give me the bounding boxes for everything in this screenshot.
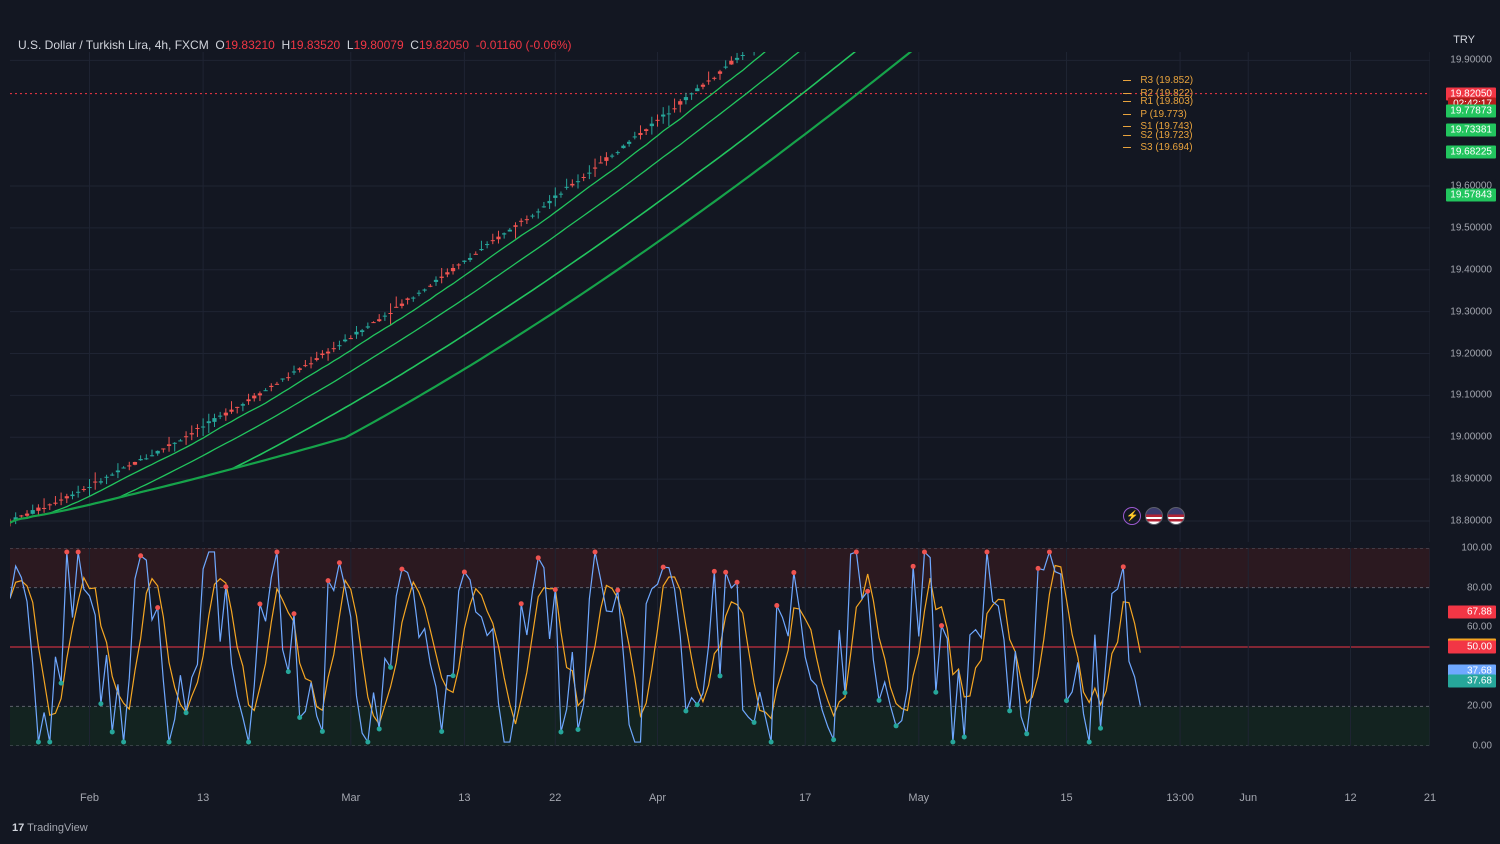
price-tick: 19.00000 <box>1450 432 1492 443</box>
price-tick: 19.30000 <box>1450 306 1492 317</box>
osc-tick: 100.00 <box>1461 543 1492 554</box>
time-tick: 13 <box>458 792 470 804</box>
flag-icon-tr[interactable] <box>1167 507 1185 525</box>
h-label: H <box>281 38 290 52</box>
price-tick: 18.90000 <box>1450 474 1492 485</box>
logo-text: TradingView <box>24 822 87 834</box>
flag-icon-us[interactable] <box>1145 507 1163 525</box>
h-value: 19.83520 <box>290 38 340 52</box>
o-label: O <box>215 38 224 52</box>
osc-tick: 20.00 <box>1467 701 1492 712</box>
time-tick: 17 <box>799 792 811 804</box>
osc-tag: 37.68 <box>1448 674 1496 687</box>
time-tick: May <box>908 792 929 804</box>
o-value: 19.83210 <box>225 38 275 52</box>
tradingview-logo[interactable]: 17 TradingView <box>12 822 88 834</box>
pivot-label: R3 (19.852) <box>1140 75 1193 86</box>
event-icons[interactable]: ⚡ <box>1123 507 1185 525</box>
pivot-label: P (19.773) <box>1140 109 1187 120</box>
time-tick: Feb <box>80 792 99 804</box>
osc-tag: 60.00 <box>1448 621 1496 634</box>
time-tick: 15 <box>1060 792 1072 804</box>
time-tick: 12 <box>1344 792 1356 804</box>
l-value: 19.80079 <box>354 38 404 52</box>
price-tick: 18.80000 <box>1450 516 1492 527</box>
time-tick: Apr <box>649 792 666 804</box>
c-label: C <box>410 38 419 52</box>
price-tick: 19.10000 <box>1450 390 1492 401</box>
time-axis[interactable]: Feb13Mar1322Apr17May1513:00Jun1221 <box>10 790 1430 810</box>
oscillator-axis[interactable]: 0.0020.0080.00100.0067.8860.0050.7950.00… <box>1440 548 1500 746</box>
currency-label: TRY <box>1453 34 1475 46</box>
logo-prefix: 17 <box>12 822 24 834</box>
osc-tag: 50.00 <box>1448 641 1496 654</box>
osc-tick: 80.00 <box>1467 582 1492 593</box>
price-tag: 19.57843 <box>1446 189 1496 202</box>
price-tick: 19.40000 <box>1450 264 1492 275</box>
time-tick: 21 <box>1424 792 1436 804</box>
pivot-label: R1 (19.803) <box>1140 96 1193 107</box>
time-tick: 13:00 <box>1166 792 1194 804</box>
time-tick: Jun <box>1239 792 1257 804</box>
l-label: L <box>347 38 354 52</box>
price-tag: 19.73381 <box>1446 123 1496 136</box>
bolt-icon[interactable]: ⚡ <box>1123 507 1141 525</box>
pivot-label: S3 (19.694) <box>1140 142 1192 153</box>
pivot-label: S2 (19.723) <box>1140 130 1192 141</box>
osc-tick: 0.00 <box>1473 741 1492 752</box>
time-tick: Mar <box>341 792 360 804</box>
price-tick: 19.90000 <box>1450 55 1492 66</box>
price-tick: 19.20000 <box>1450 348 1492 359</box>
price-tick: 19.50000 <box>1450 222 1492 233</box>
symbol-label[interactable]: U.S. Dollar / Turkish Lira, 4h, FXCM <box>18 38 209 52</box>
c-value: 19.82050 <box>419 38 469 52</box>
time-tick: 22 <box>549 792 561 804</box>
price-tag: 19.77873 <box>1446 105 1496 118</box>
chart-header: U.S. Dollar / Turkish Lira, 4h, FXCM O19… <box>18 38 572 52</box>
time-tick: 13 <box>197 792 209 804</box>
osc-tag: 67.88 <box>1448 605 1496 618</box>
price-axis[interactable]: 18.80000 18.90000 19.00000 19.10000 19.20000… <box>1440 52 1500 542</box>
price-tag: 19.68225 <box>1446 145 1496 158</box>
change-value: -0.01160 (-0.06%) <box>476 38 572 52</box>
oscillator-pane[interactable] <box>10 548 1430 746</box>
main-price-pane[interactable] <box>10 52 1430 542</box>
